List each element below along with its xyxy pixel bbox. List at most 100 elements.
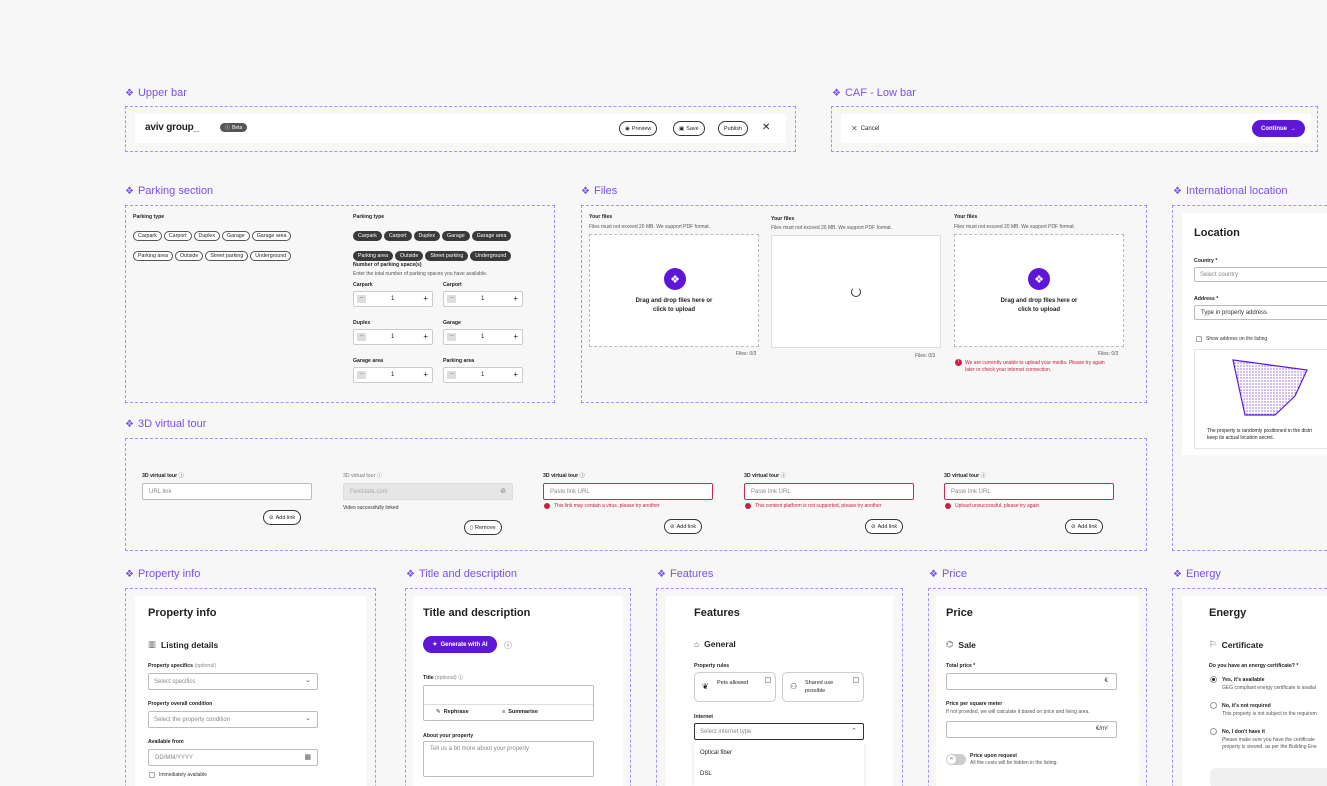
radio-not-required[interactable] (1210, 702, 1217, 709)
chip-underground[interactable]: Underground (250, 251, 292, 261)
shared-use-option[interactable]: ⚇ Shared use possible (782, 672, 864, 702)
chip-carport-selected[interactable]: Carport (383, 231, 412, 241)
minus-icon[interactable]: − (357, 371, 366, 379)
stepper-carport[interactable]: − 1 + (443, 291, 523, 307)
chip-duplex[interactable]: Duplex (193, 231, 221, 241)
chip-garage-selected[interactable]: Garage (442, 231, 470, 241)
chip-outside-selected[interactable]: Outside (395, 251, 424, 261)
dropdown-option-dsl[interactable]: DSL (700, 771, 712, 777)
tour-url-input-disabled: Feelstate.com ⊘ (343, 483, 513, 500)
internet-select[interactable]: Select internet type ⌃ (694, 723, 864, 740)
chip-duplex-selected[interactable]: Duplex (413, 231, 441, 241)
chip-carpark-selected[interactable]: Carpark (353, 231, 382, 241)
dropdown-option-optical-fiber[interactable]: Optical fiber (700, 750, 733, 756)
plus-icon[interactable]: + (513, 294, 518, 303)
files-count: Files: 0/3 (915, 353, 936, 359)
minus-icon[interactable]: − (357, 333, 366, 341)
upload-icon: ❖ (1028, 268, 1050, 290)
opt-yes-sub: GEG compliant energy certificate is avai… (1222, 685, 1316, 691)
chip-outside[interactable]: Outside (175, 251, 204, 261)
chip-street-parking[interactable]: Street parking (205, 251, 249, 261)
radio-dont-have[interactable] (1210, 728, 1217, 735)
condition-select[interactable]: Select the property condition ⌄ (148, 711, 318, 728)
calendar-icon[interactable]: ▦ (304, 754, 311, 761)
chip-parking-area[interactable]: Parking area (133, 251, 174, 261)
generate-ai-button[interactable]: ✦ Generate with AI (423, 636, 497, 653)
plus-icon[interactable]: + (423, 370, 428, 379)
radio-yes-available[interactable] (1210, 676, 1217, 683)
plus-icon[interactable]: + (423, 294, 428, 303)
stepper-parking-area[interactable]: − 1 + (443, 367, 523, 383)
tour-linked-message: Video successfully linked (343, 505, 399, 511)
stepper-carpark[interactable]: − 1 + (353, 291, 433, 307)
pets-option[interactable]: ❦ Pets allowed (694, 672, 776, 702)
minus-icon[interactable]: − (447, 371, 456, 379)
stepper-duplex[interactable]: − 1 + (353, 329, 433, 345)
close-icon[interactable]: ✕ (762, 122, 771, 133)
tour-url-input-error[interactable]: Paste link URL (543, 483, 713, 500)
add-link-button[interactable]: ⊘ Add link (664, 519, 703, 534)
chip-garage-area-selected[interactable]: Garage area (471, 231, 512, 241)
internet-dropdown: Optical fiber DSL (694, 741, 864, 786)
files-error-text: We are currently unable to upload your m… (965, 360, 1105, 373)
chip-carport[interactable]: Carport (163, 231, 192, 241)
chip-garage[interactable]: Garage (222, 231, 250, 241)
chip-carpark[interactable]: Carpark (133, 231, 162, 241)
features-frame (656, 588, 903, 786)
continue-button[interactable]: Continue → (1252, 120, 1305, 137)
sqm-unit: €/m² (1096, 726, 1108, 732)
file-dropzone[interactable]: ❖ Drag and drop files here or click to up… (589, 234, 759, 347)
section-label-upper-bar: ❖ Upper bar (125, 87, 187, 99)
energy-card: Energy ⚐ Certificate Do you have an energ… (1182, 596, 1327, 786)
info-icon[interactable]: ⓘ (504, 641, 512, 650)
minus-icon[interactable]: − (447, 295, 456, 303)
immediately-checkbox[interactable] (149, 772, 155, 778)
preview-button[interactable]: ◉ Preview (619, 121, 658, 136)
save-button[interactable]: ▣ Save (673, 121, 705, 136)
plus-icon[interactable]: + (513, 370, 518, 379)
tour-url-input[interactable]: URL link (142, 483, 312, 500)
opt-not-required-sub: This property is not subject to the requ… (1222, 711, 1317, 717)
pets-checkbox[interactable] (765, 677, 771, 683)
chip-underground-selected[interactable]: Underground (470, 251, 512, 261)
country-select[interactable]: Select country (1194, 267, 1327, 282)
summarise-button[interactable]: ≡ Summarise (502, 709, 538, 715)
add-link-button[interactable]: ⊘ Add link (1065, 519, 1104, 534)
stepper-garage-area[interactable]: − 1 + (353, 367, 433, 383)
file-dropzone[interactable]: ❖ Drag and drop files here or click to up… (954, 234, 1124, 347)
available-date-input[interactable]: DD/MM/YYYY ▦ (148, 749, 318, 766)
building-icon: ▥ (148, 639, 157, 649)
low-bar: ✕ Cancel Continue → (841, 114, 1311, 143)
show-address-checkbox[interactable] (1196, 336, 1202, 342)
plus-icon[interactable]: + (513, 332, 518, 341)
minus-icon[interactable]: − (447, 333, 456, 341)
tour-url-input-error[interactable]: Paste link URL (944, 483, 1114, 500)
add-link-button[interactable]: ⊘ Add link (263, 510, 302, 525)
link-icon: ⊘ (1071, 523, 1076, 530)
total-price-input[interactable]: € (946, 673, 1117, 690)
remove-button[interactable]: ▯ Remove (464, 520, 502, 535)
tour-url-input-error[interactable]: Paste link URL (744, 483, 914, 500)
opt-yes-label: Yes, it's available (1222, 677, 1265, 683)
chip-street-parking-selected[interactable]: Street parking (425, 251, 469, 261)
specifics-select[interactable]: Select specifics ⌄ (148, 673, 318, 690)
minus-icon[interactable]: − (357, 295, 366, 303)
shared-use-checkbox[interactable] (853, 677, 859, 683)
address-input[interactable]: Type in property address (1194, 305, 1327, 320)
price-upon-request-toggle[interactable]: ✕ (946, 754, 966, 765)
publish-button[interactable]: Publish (718, 121, 749, 136)
add-link-button[interactable]: ⊘ Add link (865, 519, 904, 534)
title-input[interactable]: ✎ Rephrase ≡ Summarise (423, 685, 594, 721)
rephrase-button[interactable]: ✎ Rephrase (436, 709, 469, 715)
opt-dont-have-sub: Please make sure you have the certificat… (1222, 737, 1317, 750)
chip-parking-area-selected[interactable]: Parking area (353, 251, 394, 261)
parking-number-hint: Enter the total number of parking spaces… (353, 271, 488, 277)
cancel-button[interactable]: ✕ Cancel (851, 124, 880, 133)
about-textarea[interactable]: Tell us a bit more about your property (423, 741, 594, 777)
sqm-price-input[interactable]: €/m² (946, 721, 1117, 738)
stepper-label-carport: Carport (443, 282, 462, 288)
plus-icon[interactable]: + (423, 332, 428, 341)
upper-bar: aviv group_ ⓘ Beta ◉ Preview ▣ Save Publish… (135, 114, 786, 143)
chip-garage-area[interactable]: Garage area (251, 231, 292, 241)
stepper-garage[interactable]: − 1 + (443, 329, 523, 345)
